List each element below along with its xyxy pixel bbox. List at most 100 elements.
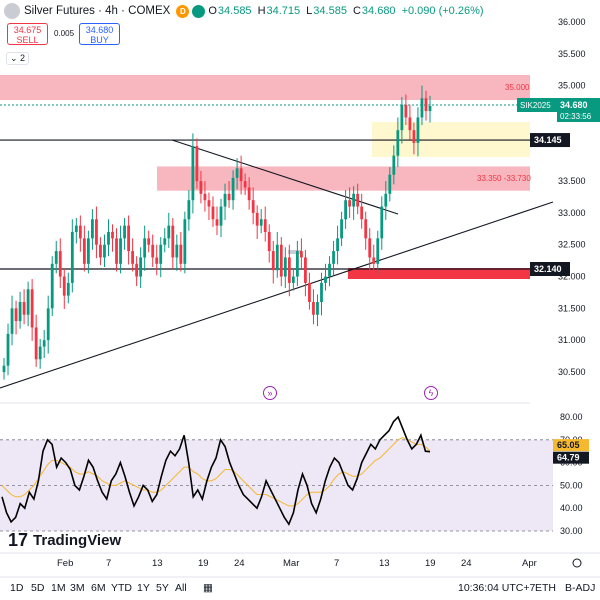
time-tick-label: 7 [106, 558, 111, 569]
candle-body [400, 104, 404, 131]
badj-toggle[interactable]: B-ADJ [565, 582, 596, 594]
candle-body [139, 257, 143, 277]
market-status-icon [192, 4, 206, 18]
rsi-value-badge [553, 451, 589, 464]
candle-body [251, 200, 255, 213]
level-low-label: 32.140 [534, 264, 562, 274]
replay-icon[interactable]: » [263, 386, 277, 400]
candle-body [203, 193, 207, 201]
candle-body [408, 117, 412, 131]
candle-body [259, 219, 263, 226]
indicators-toggle[interactable]: ⌄ 2 [6, 52, 30, 65]
flash-icon[interactable]: ϟ [424, 386, 438, 400]
candle-body [324, 276, 327, 283]
candle-body [219, 206, 223, 226]
candle-body [320, 282, 323, 302]
candle-body [50, 263, 54, 309]
candle-body [396, 130, 400, 156]
date-range-icon[interactable]: ▦ [203, 582, 213, 594]
tradingview-logo-icon: 17 [8, 530, 29, 550]
candle-body [336, 238, 339, 252]
range-1y[interactable]: 1Y [137, 582, 150, 594]
candle-body [356, 193, 360, 207]
candle-body [119, 238, 122, 264]
rsi-line [1, 415, 431, 526]
price-tick-label: 35.500 [558, 49, 586, 59]
time-tick-label: 13 [379, 558, 390, 569]
candle-body [380, 206, 384, 239]
buy-button[interactable]: 34.680 BUY [79, 23, 120, 45]
range-6m[interactable]: 6M [91, 582, 106, 594]
candle-body [66, 282, 70, 296]
candle-body [163, 238, 167, 245]
range-ytd[interactable]: YTD [111, 582, 132, 594]
candle-body [95, 219, 98, 245]
indicators-count: 2 [20, 53, 26, 63]
clock-time[interactable]: 10:36:04 UTC+7 [458, 582, 536, 594]
eth-toggle[interactable]: ETH [535, 582, 556, 594]
tradingview-logo[interactable]: 17 TradingView [8, 530, 121, 551]
candle-body [340, 219, 343, 239]
candle-body [348, 200, 352, 207]
high-label: H [257, 5, 266, 17]
candle-body [295, 251, 299, 277]
range-5d[interactable]: 5D [31, 582, 45, 594]
sell-button[interactable]: 34.675 SELL [7, 23, 48, 45]
candle-body [74, 225, 78, 232]
candle-body [175, 244, 179, 258]
symbol-title[interactable]: Silver Futures · 4h · COMEX [24, 5, 171, 17]
time-tick-label: 19 [198, 558, 209, 569]
candle-body [34, 327, 38, 360]
candle-body [211, 206, 215, 220]
trendline-resistance [171, 139, 399, 215]
candle-body [243, 181, 247, 188]
candle-body [6, 333, 10, 366]
bottom-toolbar: 1D 5D 1M 3M 6M YTD 1Y 5Y All ▦ 10:36:04 … [0, 577, 600, 600]
candle-body [227, 193, 231, 201]
candle-body [376, 238, 380, 264]
candle-body [328, 263, 331, 277]
candle-body [147, 238, 151, 245]
candle-body [127, 225, 130, 252]
candle-body [416, 117, 420, 143]
level-high-label: 34.145 [534, 135, 562, 145]
time-tick-label: 24 [234, 558, 245, 569]
candle-body [372, 257, 376, 264]
symbol-badge-label: SIK2025 [520, 101, 551, 110]
trendline-support [0, 201, 554, 389]
time-tick-label: Apr [522, 558, 537, 569]
rsi-value: 64.79 [557, 453, 580, 463]
low-label: L [306, 5, 313, 17]
candle-body [332, 251, 335, 264]
candle-body [304, 257, 307, 283]
candle-body [312, 302, 315, 315]
range-1m[interactable]: 1M [51, 582, 66, 594]
candle-body [187, 200, 191, 220]
buy-price: 34.680 [85, 25, 114, 35]
candle-body [235, 168, 239, 178]
candle-body [135, 263, 139, 277]
candle-body [58, 251, 62, 277]
candle-body [299, 251, 303, 258]
candle-body [115, 238, 118, 264]
time-tick-label: 19 [425, 558, 436, 569]
high-value: 34.715 [266, 5, 301, 17]
candle-body [215, 219, 219, 226]
range-5y[interactable]: 5Y [156, 582, 169, 594]
candle-body [231, 177, 235, 201]
range-all[interactable]: All [175, 582, 187, 594]
candle-body [107, 232, 110, 245]
range-3m[interactable]: 3M [70, 582, 85, 594]
candle-body [62, 276, 66, 296]
range-1d[interactable]: 1D [10, 582, 24, 594]
silver-icon [4, 3, 20, 19]
candle-body [10, 308, 14, 334]
current-price-badge [557, 98, 600, 122]
candle-body [30, 289, 34, 328]
zone-label-mid: 33.350 -33.730 [477, 174, 531, 183]
candle-body [155, 257, 159, 264]
rsi-tick-label: 30.00 [560, 526, 583, 536]
candle-body [263, 219, 267, 232]
